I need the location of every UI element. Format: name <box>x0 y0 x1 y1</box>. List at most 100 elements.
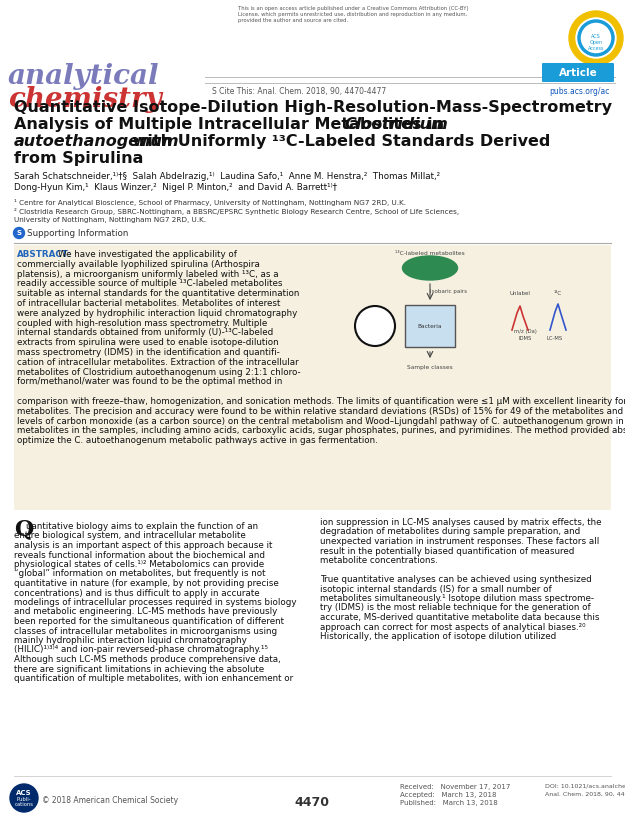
Text: entire biological system, and intracellular metabolite: entire biological system, and intracellu… <box>14 532 246 541</box>
Text: metabolites simultaneously.¹ Isotope dilution mass spectrome-: metabolites simultaneously.¹ Isotope dil… <box>320 594 594 603</box>
Text: DOI: 10.1021/acs.analchem.7b04758: DOI: 10.1021/acs.analchem.7b04758 <box>545 784 625 789</box>
Text: chemistry: chemistry <box>8 86 162 113</box>
Text: mass spectrometry (IDMS) in the identification and quantifi-: mass spectrometry (IDMS) in the identifi… <box>17 348 280 357</box>
Text: pubs.acs.org/ac: pubs.acs.org/ac <box>549 87 610 96</box>
Text: University of Nottingham, Nottingham NG7 2RD, U.K.: University of Nottingham, Nottingham NG7… <box>14 217 206 223</box>
Text: mainly hydrophilic interaction liquid chromatography: mainly hydrophilic interaction liquid ch… <box>14 636 247 645</box>
Text: isotopic internal standards (IS) for a small number of: isotopic internal standards (IS) for a s… <box>320 585 552 594</box>
Text: Received:   November 17, 2017: Received: November 17, 2017 <box>400 784 511 790</box>
Text: degradation of metabolites during sample preparation, and: degradation of metabolites during sample… <box>320 528 580 537</box>
Text: classes of intracellular metabolites in microorganisms using: classes of intracellular metabolites in … <box>14 627 277 636</box>
Text: metabolites of Clostridium autoethanogenum using 2:1:1 chloro-: metabolites of Clostridium autoethanogen… <box>17 367 301 376</box>
Text: Although such LC-MS methods produce comprehensive data,: Although such LC-MS methods produce comp… <box>14 655 281 664</box>
Text: ¹ Centre for Analytical Bioscience, School of Pharmacy, University of Nottingham: ¹ Centre for Analytical Bioscience, Scho… <box>14 199 406 206</box>
Text: We have investigated the applicability of: We have investigated the applicability o… <box>58 250 237 259</box>
Text: with Uniformly ¹³C-Labeled Standards Derived: with Uniformly ¹³C-Labeled Standards Der… <box>127 134 551 149</box>
Text: of intracellular bacterial metabolites. Metabolites of interest: of intracellular bacterial metabolites. … <box>17 299 281 308</box>
Text: cations: cations <box>14 802 34 807</box>
Text: metabolite concentrations.: metabolite concentrations. <box>320 556 438 565</box>
Text: Bacteria: Bacteria <box>418 323 442 329</box>
Text: extracts from spirulina were used to enable isotope-dilution: extracts from spirulina were used to ena… <box>17 338 279 347</box>
Text: suitable as internal standards for the quantitative determination: suitable as internal standards for the q… <box>17 290 299 299</box>
Circle shape <box>10 784 38 812</box>
Text: ¹³C: ¹³C <box>554 291 562 296</box>
Text: Sample classes: Sample classes <box>407 365 453 370</box>
Text: concentrations) and is thus difficult to apply in accurate: concentrations) and is thus difficult to… <box>14 588 259 597</box>
Text: Quantitative Isotope-Dilution High-Resolution-Mass-Spectrometry: Quantitative Isotope-Dilution High-Resol… <box>14 100 612 115</box>
Text: metabolites in the samples, including amino acids, carboxylic acids, sugar phosp: metabolites in the samples, including am… <box>17 426 625 435</box>
Text: © 2018 American Chemical Society: © 2018 American Chemical Society <box>42 796 178 805</box>
Text: try (IDMS) is the most reliable technique for the generation of: try (IDMS) is the most reliable techniqu… <box>320 604 591 613</box>
Text: accurate, MS-derived quantitative metabolite data because this: accurate, MS-derived quantitative metabo… <box>320 613 599 622</box>
Text: cation of intracellular metabolites. Extraction of the intracellular: cation of intracellular metabolites. Ext… <box>17 357 299 366</box>
Text: physiological states of cells.¹⁾² Metabolomics can provide: physiological states of cells.¹⁾² Metabo… <box>14 560 264 569</box>
Circle shape <box>569 11 623 65</box>
FancyBboxPatch shape <box>14 245 611 510</box>
Text: Historically, the application of isotope dilution utilized: Historically, the application of isotope… <box>320 632 556 641</box>
Text: Unlabel: Unlabel <box>509 291 531 296</box>
Text: quantitative in nature (for example, by not providing precise: quantitative in nature (for example, by … <box>14 579 279 588</box>
Text: platensis), a microorganism uniformly labeled with ¹³C, as a: platensis), a microorganism uniformly la… <box>17 270 279 279</box>
Text: Sarah Schatschneider,¹⁾†§  Salah Abdelrazig,¹⁾  Laudina Safo,¹  Anne M. Henstra,: Sarah Schatschneider,¹⁾†§ Salah Abdelraz… <box>14 172 440 181</box>
Text: modelings of intracellular processes required in systems biology: modelings of intracellular processes req… <box>14 598 296 607</box>
Text: result in the potentially biased quantification of measured: result in the potentially biased quantif… <box>320 546 574 555</box>
Text: Clostridium: Clostridium <box>344 117 447 132</box>
Text: internal standards obtained from uniformly (U)-¹³C-labeled: internal standards obtained from uniform… <box>17 328 273 337</box>
Text: Accepted:   March 13, 2018: Accepted: March 13, 2018 <box>400 792 496 798</box>
Text: (HILIC)¹⁾³⁾⁴ and ion-pair reversed-phase chromatography.¹⁵: (HILIC)¹⁾³⁾⁴ and ion-pair reversed-phase… <box>14 645 268 654</box>
Text: from Spirulina: from Spirulina <box>14 151 143 166</box>
Text: License, which permits unrestricted use, distribution and reproduction in any me: License, which permits unrestricted use,… <box>238 12 468 17</box>
Text: analysis is an important aspect of this approach because it: analysis is an important aspect of this … <box>14 541 272 550</box>
Text: uantitative biology aims to explain the function of an: uantitative biology aims to explain the … <box>26 522 258 531</box>
Text: analytical: analytical <box>8 63 159 90</box>
Text: readily accessible source of multiple ¹³C-labeled metabolites: readily accessible source of multiple ¹³… <box>17 280 282 289</box>
Text: ABSTRACT:: ABSTRACT: <box>17 250 72 259</box>
Text: ² Clostridia Research Group, SBRC-Nottingham, a BBSRC/EPSRC Synthetic Biology Re: ² Clostridia Research Group, SBRC-Nottin… <box>14 208 459 215</box>
Circle shape <box>355 306 395 346</box>
Text: Q: Q <box>14 518 33 540</box>
Text: optimize the C. autoethanogenum metabolic pathways active in gas fermentation.: optimize the C. autoethanogenum metaboli… <box>17 436 378 445</box>
Text: been reported for the simultaneous quantification of different: been reported for the simultaneous quant… <box>14 617 284 626</box>
FancyBboxPatch shape <box>405 305 455 347</box>
Text: Isobaric pairs: Isobaric pairs <box>430 289 467 294</box>
Circle shape <box>576 18 616 58</box>
Ellipse shape <box>402 256 458 280</box>
Text: ion suppression in LC-MS analyses caused by matrix effects, the: ion suppression in LC-MS analyses caused… <box>320 518 601 527</box>
Text: Supporting Information: Supporting Information <box>27 229 128 238</box>
Text: metabolites. The precision and accuracy were found to be within relative standar: metabolites. The precision and accuracy … <box>17 407 625 416</box>
Text: comparison with freeze–thaw, homogenization, and sonication methods. The limits : comparison with freeze–thaw, homogenizat… <box>17 397 625 406</box>
Text: commercially available lyophilized spirulina (Arthospira: commercially available lyophilized spiru… <box>17 260 260 269</box>
Text: provided the author and source are cited.: provided the author and source are cited… <box>238 18 348 23</box>
Text: reveals functional information about the biochemical and: reveals functional information about the… <box>14 551 265 560</box>
Text: approach can correct for most aspects of analytical biases.²⁰: approach can correct for most aspects of… <box>320 622 586 631</box>
Text: ACS: ACS <box>16 790 32 796</box>
Text: S: S <box>16 230 21 236</box>
Text: Anal. Chem. 2018, 90, 4470–4477: Anal. Chem. 2018, 90, 4470–4477 <box>545 792 625 797</box>
Text: Publi-: Publi- <box>17 797 31 802</box>
Text: Dong-Hyun Kim,¹  Klaus Winzer,²  Nigel P. Minton,²  and David A. Barrett¹⁾†: Dong-Hyun Kim,¹ Klaus Winzer,² Nigel P. … <box>14 183 337 192</box>
Text: levels of carbon monoxide (as a carbon source) on the central metabolism and Woo: levels of carbon monoxide (as a carbon s… <box>17 416 625 425</box>
Text: autoethanogenum: autoethanogenum <box>14 134 179 149</box>
Text: coupled with high-resolution mass spectrometry. Multiple: coupled with high-resolution mass spectr… <box>17 318 268 327</box>
Text: 4470: 4470 <box>294 796 329 809</box>
Text: This is an open access article published under a Creative Commons Attribution (C: This is an open access article published… <box>238 6 469 11</box>
Text: Published:   March 13, 2018: Published: March 13, 2018 <box>400 800 498 806</box>
Text: S Cite This: Anal. Chem. 2018, 90, 4470-4477: S Cite This: Anal. Chem. 2018, 90, 4470-… <box>212 87 386 96</box>
Text: ACS
Open
Access: ACS Open Access <box>588 34 604 51</box>
Text: quantification of multiple metabolites, with ion enhancement or: quantification of multiple metabolites, … <box>14 674 293 683</box>
Text: LC-MS: LC-MS <box>547 336 563 341</box>
Text: and metabolic engineering. LC-MS methods have previously: and metabolic engineering. LC-MS methods… <box>14 608 278 617</box>
Text: “global” information on metabolites, but frequently is not: “global” information on metabolites, but… <box>14 569 266 578</box>
Text: Article: Article <box>559 68 598 78</box>
Text: form/methanol/water was found to be the optimal method in: form/methanol/water was found to be the … <box>17 377 282 386</box>
Text: True quantitative analyses can be achieved using synthesized: True quantitative analyses can be achiev… <box>320 575 592 584</box>
Text: were analyzed by hydrophilic interaction liquid chromatography: were analyzed by hydrophilic interaction… <box>17 309 298 318</box>
Text: Analysis of Multiple Intracellular Metabolites in: Analysis of Multiple Intracellular Metab… <box>14 117 450 132</box>
Text: there are significant limitations in achieving the absolute: there are significant limitations in ach… <box>14 664 264 673</box>
Circle shape <box>14 227 24 239</box>
Text: unexpected variation in instrument responses. These factors all: unexpected variation in instrument respo… <box>320 537 599 546</box>
Text: IDMS: IDMS <box>518 336 532 341</box>
Text: m/z (Da): m/z (Da) <box>514 329 536 334</box>
Text: ¹³C-labeled metabolites: ¹³C-labeled metabolites <box>395 251 465 256</box>
FancyBboxPatch shape <box>542 63 614 82</box>
